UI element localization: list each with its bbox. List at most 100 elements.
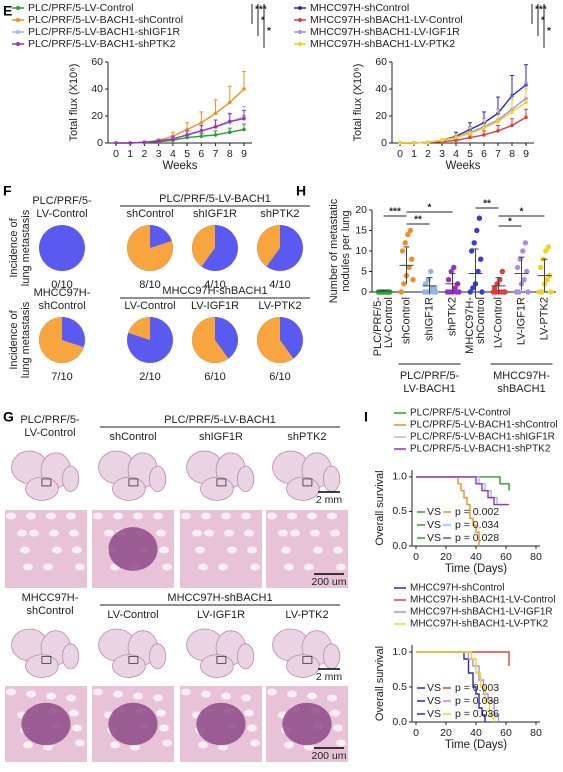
panel-label: H bbox=[296, 183, 306, 199]
point bbox=[445, 277, 452, 283]
point bbox=[476, 215, 483, 221]
point bbox=[213, 111, 218, 116]
y-axis-label: Incidence of bbox=[8, 217, 20, 277]
legend-label: PLC/PRF/5-LV-Control bbox=[28, 2, 133, 14]
y-axis-label: Total flux (X10⁶) bbox=[352, 64, 364, 142]
inset-box bbox=[216, 478, 227, 487]
significance-label: * bbox=[428, 203, 432, 214]
annotation: VS bbox=[427, 519, 441, 531]
control-label: PLC/PRF/5- bbox=[20, 414, 80, 426]
tumor bbox=[108, 527, 158, 571]
x-tick-label: 0 bbox=[397, 148, 403, 160]
significance-label: * bbox=[520, 207, 524, 218]
point bbox=[544, 277, 550, 283]
y-tick-label: 0 bbox=[381, 137, 387, 149]
alveolus bbox=[278, 529, 288, 537]
lung-lobe bbox=[286, 654, 320, 678]
x-tick-label: 6 bbox=[481, 148, 487, 160]
alveolus bbox=[221, 512, 231, 520]
point bbox=[156, 139, 161, 143]
alveolus bbox=[75, 739, 85, 747]
series-line bbox=[416, 476, 509, 506]
alveolus bbox=[181, 512, 191, 520]
point bbox=[387, 289, 393, 295]
category-label: LV-Control bbox=[124, 300, 175, 312]
alveolus bbox=[153, 512, 163, 520]
point bbox=[496, 129, 500, 133]
point bbox=[402, 240, 408, 246]
annotation: p = 0.002 bbox=[455, 506, 499, 518]
alveolus bbox=[69, 709, 79, 717]
x-tick-label: 3 bbox=[439, 148, 445, 160]
lung-lobe bbox=[200, 476, 234, 501]
alveolus bbox=[290, 529, 300, 537]
point bbox=[426, 140, 430, 145]
panel-label: I bbox=[364, 409, 368, 425]
legend-marker bbox=[298, 6, 302, 10]
alveolus bbox=[156, 709, 166, 717]
lung-lobe bbox=[25, 654, 59, 678]
x-tick-label: 20 bbox=[440, 551, 452, 563]
pie-wedge bbox=[127, 225, 173, 271]
category-label: PLC/PRF/5- bbox=[372, 297, 384, 357]
alveolus bbox=[46, 512, 56, 520]
alveolus bbox=[26, 512, 36, 520]
lung-lobe bbox=[25, 476, 59, 501]
series-line bbox=[400, 97, 527, 144]
point bbox=[468, 135, 472, 140]
pie-wedge bbox=[256, 225, 280, 267]
point bbox=[398, 289, 404, 295]
y-tick-label: 0.0 bbox=[392, 540, 407, 552]
column-label: LV-IGF1R bbox=[197, 609, 245, 621]
alveolus bbox=[6, 688, 16, 696]
point bbox=[199, 129, 204, 133]
alveolus bbox=[66, 512, 76, 520]
legend-label: MHCC97H-shBACH1-LV-PTK2 bbox=[310, 38, 455, 50]
value-label: 6/10 bbox=[204, 371, 225, 383]
y-tick-label: 20 bbox=[355, 204, 367, 216]
y-tick-label: 15 bbox=[355, 224, 367, 236]
alveolus bbox=[224, 529, 234, 537]
alveolus bbox=[156, 529, 166, 537]
annotation: p = 0.034 bbox=[455, 519, 499, 531]
legend-marker bbox=[16, 6, 20, 10]
alveolus bbox=[23, 563, 33, 571]
point bbox=[479, 289, 485, 295]
alveolus bbox=[250, 563, 260, 571]
point bbox=[227, 119, 232, 124]
x-axis-label: Time (Days) bbox=[445, 563, 507, 575]
alveolus bbox=[20, 546, 30, 554]
point bbox=[522, 240, 529, 246]
x-tick-label: 3 bbox=[156, 148, 162, 160]
lung-lobe bbox=[112, 654, 146, 678]
legend-label: PLC/PRF/5-LV-BACH1-shPTK2 bbox=[410, 444, 551, 455]
y-axis-label: Number of metastatic bbox=[328, 198, 340, 303]
y-tick-label: 10 bbox=[355, 245, 367, 257]
point bbox=[422, 281, 429, 287]
alveolus bbox=[201, 690, 211, 698]
point bbox=[537, 264, 544, 271]
legend-label: PLC/PRF/5-LV-BACH1-shIGF1R bbox=[28, 26, 181, 38]
legend-label: PLC/PRF/5-LV-BACH1-shControl bbox=[410, 420, 558, 431]
y-tick-label: 0 bbox=[97, 137, 103, 149]
alveolus bbox=[336, 739, 346, 747]
point bbox=[502, 289, 508, 295]
annotation: VS bbox=[427, 682, 441, 694]
alveolus bbox=[23, 741, 33, 749]
y-tick-label: 0.5 bbox=[392, 681, 407, 693]
x-tick-label: 60 bbox=[500, 551, 512, 563]
legend-label: MHCC97H-shBACH1-LV-PTK2 bbox=[410, 619, 549, 630]
alveolus bbox=[327, 694, 337, 702]
point bbox=[482, 133, 486, 137]
point bbox=[496, 119, 500, 124]
value-label: 0/10 bbox=[51, 279, 72, 291]
point bbox=[227, 100, 232, 105]
point bbox=[199, 134, 204, 139]
alveolus bbox=[244, 709, 254, 717]
significance-label: * bbox=[261, 15, 265, 26]
point bbox=[454, 138, 458, 143]
value-label: 6/10 bbox=[269, 371, 290, 383]
x-tick-label: 40 bbox=[470, 551, 482, 563]
alveolus bbox=[93, 512, 103, 520]
alveolus bbox=[6, 512, 16, 520]
